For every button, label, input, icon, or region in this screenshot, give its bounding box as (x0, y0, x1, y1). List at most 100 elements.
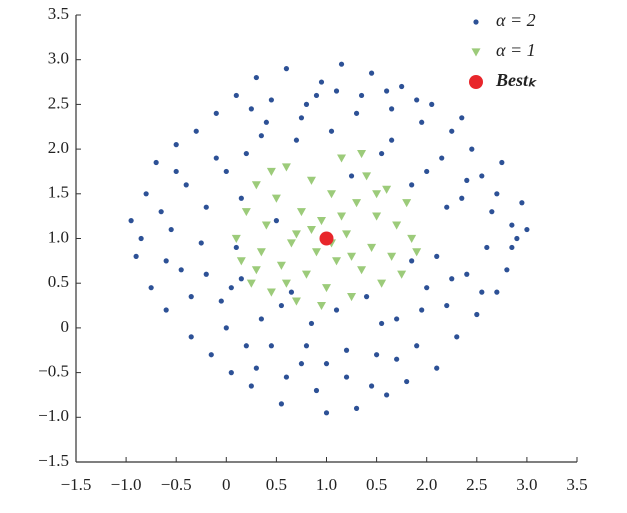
dot-point (188, 334, 194, 340)
dot-point (353, 405, 360, 411)
triangle-point (306, 225, 316, 235)
dot-point (223, 168, 229, 175)
triangle-point (311, 248, 321, 257)
legend-label: α = 2 (496, 10, 536, 30)
dot-point (268, 343, 274, 349)
dot-point (238, 195, 244, 201)
x-tick-label: −1.5 (61, 475, 92, 494)
dot-point (178, 267, 184, 273)
dot-point (243, 343, 249, 349)
triangle-point (281, 163, 291, 172)
dot-point (399, 83, 405, 90)
series (231, 149, 422, 311)
dot-point (509, 244, 515, 251)
dot-point (133, 253, 139, 259)
triangle-point (387, 252, 397, 261)
x-tick-label: 1.0 (316, 475, 337, 494)
triangle-point (301, 270, 311, 279)
dot-point (268, 97, 274, 103)
dot-point (353, 110, 360, 116)
dot-point (193, 128, 199, 134)
dot-point (499, 159, 505, 166)
dot-point (474, 311, 480, 318)
triangle-point (266, 288, 276, 297)
dot-point (238, 276, 244, 282)
y-tick-label: 1.5 (48, 183, 69, 202)
dot-point (394, 356, 400, 362)
dot-point (363, 294, 370, 300)
dot-point (348, 173, 355, 179)
triangle-point (412, 248, 422, 257)
dot-point (343, 374, 350, 380)
dot-point (163, 258, 169, 264)
triangle-point (377, 279, 387, 288)
dot-point (509, 222, 515, 228)
y-tick-label: −1.5 (38, 451, 69, 470)
triangle-point (347, 293, 357, 302)
series (128, 61, 530, 416)
triangle-point (337, 154, 347, 163)
x-tick-label: −1.0 (111, 475, 142, 494)
triangle-point (347, 252, 357, 261)
dot-point (248, 106, 254, 112)
triangle-point (402, 199, 412, 208)
dot-point (278, 302, 285, 309)
dot-point (419, 307, 425, 313)
dot-point (243, 150, 249, 157)
best-point (469, 75, 483, 89)
dot-point (303, 101, 310, 107)
dot-point (389, 137, 395, 143)
triangle-point (251, 181, 261, 190)
triangle-point (392, 221, 402, 230)
triangle-point (367, 243, 377, 252)
triangle-point (236, 257, 246, 266)
triangle-point (256, 248, 266, 257)
dot-point (379, 320, 385, 327)
dot-point (213, 110, 219, 116)
dot-point (148, 285, 154, 291)
dot-point (198, 240, 204, 246)
y-tick-label: 2.0 (48, 138, 69, 157)
dot-point (253, 365, 259, 371)
y-tick-label: 3.0 (48, 49, 69, 68)
y-tick-label: 2.5 (48, 93, 69, 112)
dot-point (253, 74, 259, 81)
triangle-point (352, 199, 362, 208)
y-tick-label: −0.5 (38, 362, 69, 381)
triangle-point (342, 230, 352, 239)
dot-point (298, 361, 305, 367)
dot-point (293, 137, 300, 143)
triangle-point (261, 221, 271, 230)
triangle-point (337, 212, 347, 221)
triangle-point (382, 185, 392, 194)
triangle-point (231, 234, 241, 243)
y-tick-label: 0.5 (48, 272, 69, 291)
dot-point (143, 191, 149, 197)
triangle-point (407, 234, 417, 243)
dot-point (424, 168, 430, 175)
dot-point (283, 66, 290, 72)
y-tick-label: 3.5 (48, 4, 69, 23)
dot-point (454, 334, 460, 340)
y-tick-label: 1.0 (48, 227, 69, 246)
dot-point (384, 88, 390, 94)
legend-label: α = 1 (496, 40, 536, 60)
x-tick-label: 2.5 (466, 475, 487, 494)
dot-point (258, 316, 264, 322)
triangle-point (316, 217, 326, 226)
dot-point (459, 115, 465, 121)
dot-point (183, 182, 189, 188)
y-tick-label: 0 (61, 317, 70, 336)
dot-point (449, 276, 455, 282)
triangle-point (251, 266, 261, 275)
dot-point (313, 92, 320, 99)
x-tick-label: 0 (222, 475, 231, 494)
dot-point (303, 343, 310, 349)
triangle-point (281, 279, 291, 288)
dot-point (338, 61, 345, 67)
series (319, 231, 334, 246)
dot-point (188, 294, 194, 300)
triangle-point (372, 190, 382, 199)
dot-point (203, 204, 209, 210)
